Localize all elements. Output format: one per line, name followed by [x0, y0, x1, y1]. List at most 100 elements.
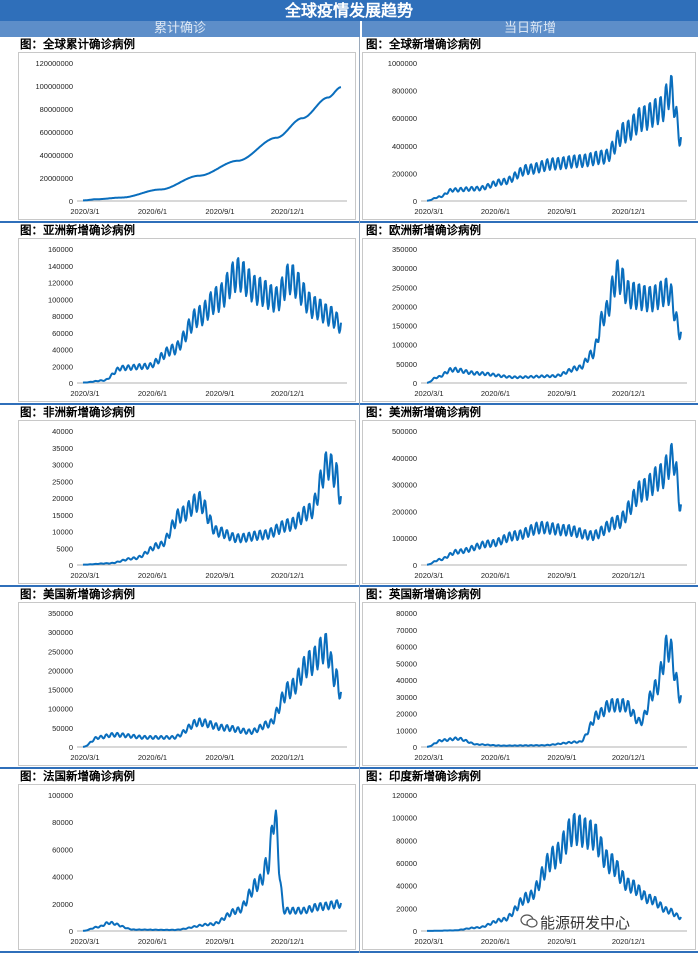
series-line-asia-new	[82, 257, 342, 384]
y-tick-label: 40000	[52, 346, 73, 355]
y-tick-label: 60000	[52, 329, 73, 338]
series-line-global-cum	[82, 86, 342, 202]
series-line-uk-new	[426, 634, 682, 748]
series-line-europe-new	[426, 259, 682, 384]
x-tick-label: 2020/9/1	[547, 753, 576, 762]
x-tick-label: 2020/6/1	[138, 753, 167, 762]
y-tick-label: 0	[413, 561, 417, 570]
y-tick-label: 350000	[392, 245, 417, 254]
chart-title-africa-new: 图：非洲新增确诊病例	[20, 405, 135, 419]
chart-svg-africa-new: 0 5000 10000 15000 20000 25000 30000 35000 40000…	[52, 427, 347, 580]
x-tick-label: 2020/9/1	[205, 753, 234, 762]
x-tick-label: 2020/3/1	[414, 937, 443, 946]
y-tick-label: 200000	[392, 507, 417, 516]
y-tick-label: 40000	[52, 427, 73, 436]
x-tick-label: 2020/3/1	[70, 389, 99, 398]
chart-asia-new: 0 20000 40000 60000 80000 100000 120000 140000 1…	[18, 238, 356, 402]
y-tick-label: 200000	[392, 302, 417, 311]
chart-usa-new: 0 50000 100000 150000 200000 250000 300000 3500…	[18, 602, 356, 766]
y-tick-label: 40000	[396, 882, 417, 891]
y-tick-label: 5000	[56, 544, 73, 553]
x-tick-label: 2020/3/1	[70, 753, 99, 762]
y-tick-label: 40000	[52, 873, 73, 882]
y-tick-label: 40000000	[40, 151, 73, 160]
y-tick-label: 0	[413, 743, 417, 752]
y-tick-label: 300000	[392, 264, 417, 273]
y-tick-label: 80000	[396, 609, 417, 618]
y-tick-label: 20000	[396, 904, 417, 913]
x-tick-label: 2020/3/1	[70, 571, 99, 580]
x-tick-label: 2020/9/1	[547, 389, 576, 398]
page-title: 全球疫情发展趋势	[0, 0, 698, 21]
chart-svg-india-new: 0 20000 40000 60000 80000 100000 120000 2020/3/…	[392, 791, 687, 946]
x-tick-label: 2020/9/1	[205, 937, 234, 946]
y-tick-label: 0	[69, 927, 73, 936]
x-tick-label: 2020/3/1	[70, 937, 99, 946]
chart-title-usa-new: 图：美国新增确诊病例	[20, 587, 135, 601]
y-tick-label: 140000	[48, 262, 73, 271]
x-tick-label: 2020/9/1	[547, 937, 576, 946]
section-cumulative: 累计确诊	[0, 21, 360, 37]
y-tick-label: 30000	[52, 461, 73, 470]
y-tick-label: 350000	[48, 609, 73, 618]
y-tick-label: 0	[413, 379, 417, 388]
y-tick-label: 600000	[392, 114, 417, 123]
y-tick-label: 10000	[396, 726, 417, 735]
y-tick-label: 800000	[392, 87, 417, 96]
x-tick-label: 2020/12/1	[612, 207, 645, 216]
chart-svg-asia-new: 0 20000 40000 60000 80000 100000 120000 140000 1…	[48, 245, 347, 398]
y-tick-label: 100000	[48, 705, 73, 714]
y-tick-label: 50000	[396, 360, 417, 369]
y-tick-label: 120000000	[35, 59, 73, 68]
y-tick-label: 200000	[48, 666, 73, 675]
x-tick-label: 2020/9/1	[205, 389, 234, 398]
y-tick-label: 80000	[52, 818, 73, 827]
chart-svg-global-cum: 0 20000000 40000000 60000000 80000000 1000000…	[35, 59, 347, 216]
chart-svg-america-new: 0 100000 200000 300000 400000 500000 2020/3/1 2…	[392, 427, 687, 580]
x-tick-label: 2020/6/1	[481, 389, 510, 398]
y-tick-label: 25000	[52, 477, 73, 486]
y-tick-label: 100000	[392, 814, 417, 823]
column-divider	[359, 37, 360, 953]
y-tick-label: 20000	[52, 900, 73, 909]
chart-title-uk-new: 图：英国新增确诊病例	[366, 587, 481, 601]
chart-title-america-new: 图：美洲新增确诊病例	[366, 405, 481, 419]
y-tick-label: 50000	[52, 724, 73, 733]
y-tick-label: 20000000	[40, 174, 73, 183]
chart-uk-new: 0 10000 20000 30000 40000 50000 60000 70000 8000…	[362, 602, 696, 766]
x-tick-label: 2020/9/1	[205, 571, 234, 580]
y-tick-label: 150000	[48, 686, 73, 695]
series-line-global-new	[426, 74, 682, 202]
chart-france-new: 0 20000 40000 60000 80000 100000 2020/3/1 2020/…	[18, 784, 356, 950]
x-tick-label: 2020/12/1	[612, 753, 645, 762]
x-tick-label: 2020/6/1	[138, 937, 167, 946]
y-tick-label: 50000	[396, 659, 417, 668]
chart-america-new: 0 100000 200000 300000 400000 500000 2020/3/1 2…	[362, 420, 696, 584]
y-tick-label: 100000	[392, 341, 417, 350]
y-tick-label: 0	[413, 197, 417, 206]
y-tick-label: 60000	[396, 859, 417, 868]
x-tick-label: 2020/12/1	[271, 571, 304, 580]
y-tick-label: 20000	[396, 710, 417, 719]
y-tick-label: 80000000	[40, 105, 73, 114]
y-tick-label: 400000	[392, 454, 417, 463]
x-tick-label: 2020/9/1	[547, 571, 576, 580]
x-tick-label: 2020/3/1	[414, 207, 443, 216]
y-tick-label: 100000	[392, 534, 417, 543]
x-tick-label: 2020/3/1	[414, 389, 443, 398]
x-tick-label: 2020/3/1	[414, 571, 443, 580]
row-divider	[0, 951, 698, 953]
chart-title-india-new: 图：印度新增确诊病例	[366, 769, 481, 783]
y-tick-label: 40000	[396, 676, 417, 685]
chart-svg-europe-new: 0 50000 100000 150000 200000 250000 300000 3500…	[392, 245, 687, 398]
chart-europe-new: 0 50000 100000 150000 200000 250000 300000 3500…	[362, 238, 696, 402]
y-tick-label: 60000000	[40, 128, 73, 137]
y-tick-label: 100000	[48, 791, 73, 800]
x-tick-label: 2020/6/1	[138, 389, 167, 398]
y-tick-label: 20000	[52, 494, 73, 503]
chart-global-cum: 0 20000000 40000000 60000000 80000000 1000000…	[18, 52, 356, 220]
series-line-usa-new	[82, 632, 342, 748]
y-tick-label: 1000000	[388, 59, 417, 68]
y-tick-label: 100000	[48, 295, 73, 304]
y-tick-label: 10000	[52, 528, 73, 537]
